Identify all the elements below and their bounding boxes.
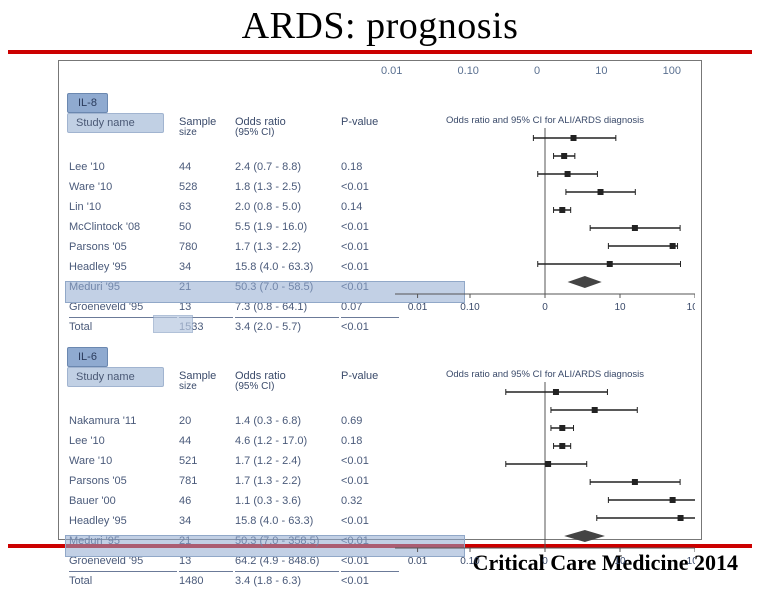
table-row: Ware '10 528 1.8 (1.3 - 2.5) <0.01 bbox=[69, 180, 399, 198]
table-row: Lin '10 63 2.0 (0.8 - 5.0) 0.14 bbox=[69, 200, 399, 218]
forest-plot: 0.01 0.10 0 10 100 bbox=[395, 382, 695, 570]
svg-text:0: 0 bbox=[542, 556, 548, 567]
table-row: Nakamura '11 20 1.4 (0.3 - 6.8) 0.69 bbox=[69, 414, 399, 432]
forest-plot: 0.01 0.10 0 10 100 bbox=[395, 128, 695, 316]
table-row: Bauer '00 46 1.1 (0.3 - 3.6) 0.32 bbox=[69, 494, 399, 512]
study-table: Samplesize Odds ratio(95% CI) P-value Na… bbox=[67, 367, 401, 594]
axis-tick: 0.10 bbox=[458, 65, 479, 77]
svg-text:0.01: 0.01 bbox=[408, 302, 428, 313]
figure-area: 0.010.10010100 IL-8Study name Samplesize… bbox=[58, 60, 702, 540]
page-title: ARDS: prognosis bbox=[0, 0, 760, 50]
forest-plot-wrap: Odds ratio and 95% CI for ALI/ARDS diagn… bbox=[395, 369, 695, 570]
panel-tab bbox=[153, 315, 193, 333]
study-table: Samplesize Odds ratio(95% CI) P-value Le… bbox=[67, 113, 401, 340]
axis-tick: 10 bbox=[595, 65, 607, 77]
svg-text:0: 0 bbox=[542, 302, 548, 313]
table-row: Lee '10 44 2.4 (0.7 - 8.8) 0.18 bbox=[69, 160, 399, 178]
axis-tick: 0 bbox=[534, 65, 540, 77]
axis-tick: 0.01 bbox=[381, 65, 402, 77]
forest-plot-wrap: Odds ratio and 95% CI for ALI/ARDS diagn… bbox=[395, 115, 695, 316]
total-row: Total 1480 3.4 (1.8 - 6.3) <0.01 bbox=[69, 574, 399, 592]
svg-text:0.10: 0.10 bbox=[460, 556, 480, 567]
table-row: Headley '95 34 15.8 (4.0 - 63.3) <0.01 bbox=[69, 514, 399, 532]
svg-text:0.01: 0.01 bbox=[408, 556, 428, 567]
table-row: Parsons '05 780 1.7 (1.3 - 2.2) <0.01 bbox=[69, 240, 399, 258]
svg-text:100: 100 bbox=[687, 556, 695, 567]
plot-title: Odds ratio and 95% CI for ALI/ARDS diagn… bbox=[395, 115, 695, 126]
table-row: Ware '10 521 1.7 (1.2 - 2.4) <0.01 bbox=[69, 454, 399, 472]
table-row: McClintock '08 50 5.5 (1.9 - 16.0) <0.01 bbox=[69, 220, 399, 238]
table-row: Parsons '05 781 1.7 (1.3 - 2.2) <0.01 bbox=[69, 474, 399, 492]
table-row: Lee '10 44 4.6 (1.2 - 17.0) 0.18 bbox=[69, 434, 399, 452]
total-row: Total 1533 3.4 (2.0 - 5.7) <0.01 bbox=[69, 320, 399, 338]
plot-title: Odds ratio and 95% CI for ALI/ARDS diagn… bbox=[395, 369, 695, 380]
svg-text:10: 10 bbox=[614, 302, 626, 313]
svg-text:0.10: 0.10 bbox=[460, 302, 480, 313]
axis-tick: 100 bbox=[663, 65, 681, 77]
marker-tag: IL-6 bbox=[67, 347, 108, 367]
table-row: Headley '95 34 15.8 (4.0 - 63.3) <0.01 bbox=[69, 260, 399, 278]
marker-tag: IL-8 bbox=[67, 93, 108, 113]
svg-text:10: 10 bbox=[614, 556, 626, 567]
svg-text:100: 100 bbox=[687, 302, 695, 313]
top-axis-ticks: 0.01 0.10 0 10 100 bbox=[381, 65, 681, 77]
divider-top bbox=[8, 50, 752, 54]
